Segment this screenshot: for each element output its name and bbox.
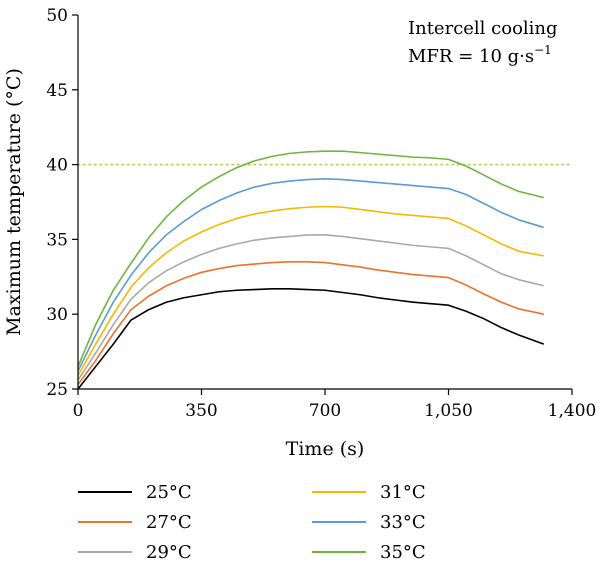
annotation-line-2-sup: −1 xyxy=(534,43,552,57)
y-tick-label: 25 xyxy=(46,380,68,400)
legend-label: 33°C xyxy=(380,511,426,533)
legend-label: 29°C xyxy=(146,541,192,563)
legend-label: 27°C xyxy=(146,511,192,533)
series-line-29c xyxy=(77,234,544,381)
y-tick-label: 30 xyxy=(46,305,68,325)
y-tick-label: 35 xyxy=(46,230,68,250)
legend-item-31c: 31°C xyxy=(312,478,426,506)
series-line-33c xyxy=(77,178,545,372)
legend-swatch xyxy=(78,521,132,523)
series-line-27c xyxy=(77,261,544,385)
legend: 25°C 27°C 29°C 31°C 33°C 35°C xyxy=(78,478,498,568)
legend-swatch xyxy=(312,551,366,553)
legend-label: 35°C xyxy=(380,541,426,563)
series-line-35c xyxy=(77,150,544,367)
legend-item-25c: 25°C xyxy=(78,478,192,506)
y-tick-label: 40 xyxy=(46,156,68,176)
legend-item-27c: 27°C xyxy=(78,508,192,536)
legend-item-29c: 29°C xyxy=(78,538,192,566)
legend-label: 31°C xyxy=(380,481,426,503)
series-line-25c xyxy=(77,287,545,390)
legend-swatch xyxy=(78,491,132,493)
y-tick-label: 45 xyxy=(46,81,68,101)
x-tick-label: 700 xyxy=(309,401,341,421)
legend-swatch xyxy=(312,521,366,523)
legend-swatch xyxy=(78,551,132,553)
chart: 25 30 35 40 45 50 0 350 700 1,050 1,400 Maximum te… xyxy=(3,6,596,460)
series-line-31c xyxy=(77,205,544,376)
x-axis-label: Time (s) xyxy=(286,438,365,460)
annotation-line-2-text: MFR = 10 g·s xyxy=(408,46,534,67)
y-axis-label: Maximum temperature (°C) xyxy=(3,68,25,336)
annotation-line-1: Intercell cooling xyxy=(408,18,558,39)
legend-swatch xyxy=(312,491,366,493)
legend-item-35c: 35°C xyxy=(312,538,426,566)
y-tick-label: 50 xyxy=(46,6,68,26)
axes xyxy=(77,15,572,390)
legend-label: 25°C xyxy=(146,481,192,503)
x-tick-label: 1,050 xyxy=(424,401,473,421)
ticks: 25 30 35 40 45 50 0 350 700 1,050 1,400 xyxy=(46,6,596,421)
x-tick-label: 350 xyxy=(185,401,217,421)
x-tick-label: 0 xyxy=(73,401,84,421)
series-group xyxy=(77,150,545,390)
x-tick-label: 1,400 xyxy=(548,401,597,421)
legend-item-33c: 33°C xyxy=(312,508,426,536)
annotation-line-2: MFR = 10 g·s−1 xyxy=(408,43,552,67)
